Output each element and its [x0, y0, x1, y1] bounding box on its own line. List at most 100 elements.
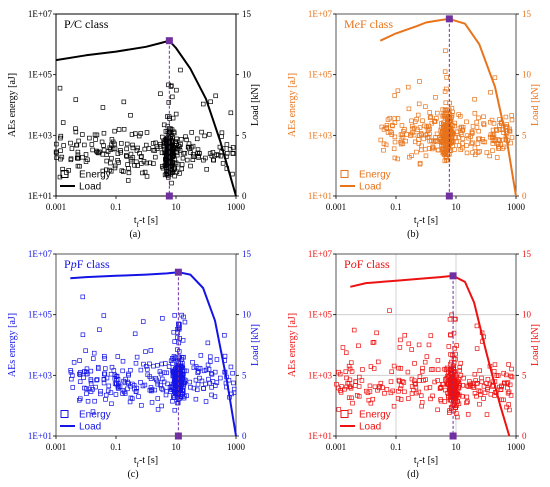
energy-point [168, 389, 173, 395]
energy-point [174, 87, 179, 93]
energy-point [75, 155, 80, 161]
energy-point [175, 347, 180, 352]
energy-point [419, 393, 424, 398]
energy-point [149, 400, 155, 405]
energy-points [53, 67, 236, 186]
energy-point [411, 387, 416, 393]
energy-point [454, 411, 459, 416]
energy-point [153, 140, 158, 146]
panel-label: (a) [129, 229, 140, 240]
energy-point [432, 119, 437, 124]
energy-point [419, 143, 424, 149]
energy-point [464, 119, 469, 125]
energy-point [492, 393, 497, 398]
energy-point [405, 369, 411, 375]
energy-point [101, 143, 106, 148]
energy-point [132, 163, 137, 168]
y-tick-label: 1E+07 [308, 249, 333, 259]
energy-point [488, 392, 494, 397]
energy-point [400, 132, 405, 137]
energy-point [103, 167, 109, 173]
energy-point [195, 147, 201, 152]
energy-point [168, 168, 173, 173]
energy-point [113, 392, 119, 397]
energy-point [370, 396, 376, 402]
energy-point [174, 141, 179, 146]
energy-point [443, 48, 448, 53]
energy-point [424, 385, 429, 391]
energy-point [69, 146, 75, 151]
chart-panel-3: 0.001 0.1 10 1000 1E+01 1E+03 1E+05 1E+07 0 5 10 15… [7, 249, 261, 480]
energy-point [457, 382, 463, 388]
energy-point [426, 146, 432, 151]
energy-point [336, 407, 342, 412]
energy-point [155, 407, 161, 412]
energy-point [506, 389, 512, 395]
energy-point [77, 371, 82, 377]
energy-point [460, 136, 466, 141]
energy-point [392, 134, 398, 140]
energy-point [349, 395, 354, 401]
energy-point [474, 125, 480, 130]
energy-point [78, 370, 83, 375]
energy-point [421, 136, 426, 142]
energy-point [444, 137, 450, 143]
x-tick-label: 0.001 [326, 202, 346, 212]
energy-point [395, 116, 401, 121]
energy-point [372, 384, 378, 390]
energy-point [169, 153, 175, 159]
energy-point [115, 354, 121, 359]
energy-point [116, 127, 122, 132]
energy-point [148, 348, 154, 353]
energy-point [84, 391, 89, 396]
energy-point [451, 401, 456, 407]
energy-point [122, 391, 128, 396]
energy-point [391, 363, 397, 369]
energy-point [75, 163, 81, 169]
energy-point [347, 409, 353, 415]
energy-point [96, 150, 101, 156]
energy-point [399, 123, 405, 128]
energy-point [187, 379, 193, 385]
energy-point [180, 387, 185, 392]
energy-point [176, 321, 181, 327]
energy-point [58, 156, 63, 162]
energy-point [421, 378, 426, 383]
energy-point [83, 152, 89, 157]
energy-point [149, 388, 154, 394]
energy-point [391, 146, 397, 151]
energy-point [143, 142, 149, 148]
energy-point [212, 369, 218, 375]
energy-point [179, 137, 184, 142]
energy-point [438, 137, 443, 142]
energy-point [169, 180, 174, 186]
y2-tick-label: 0 [522, 191, 527, 201]
energy-point [501, 397, 506, 403]
energy-point [178, 394, 184, 400]
energy-point [231, 380, 236, 386]
energy-point [194, 387, 200, 393]
energy-point [413, 139, 418, 145]
energy-point [460, 394, 465, 399]
energy-point [458, 360, 464, 366]
panel-label: (c) [127, 469, 138, 480]
energy-point [158, 91, 163, 96]
energy-point [509, 113, 514, 118]
energy-point [448, 332, 453, 337]
y2-tick-label: 15 [522, 249, 532, 259]
energy-point [440, 382, 445, 387]
energy-point [416, 342, 422, 348]
energy-point [224, 151, 230, 156]
energy-point [121, 99, 127, 105]
energy-point [126, 166, 131, 171]
energy-point [359, 378, 365, 383]
energy-point [424, 354, 430, 359]
x-tick-label: 10 [452, 202, 462, 212]
energy-point [146, 146, 152, 151]
energy-point [509, 366, 514, 372]
panel-title: PoF class [344, 257, 390, 271]
energy-point [407, 154, 412, 160]
energy-point [501, 380, 507, 386]
